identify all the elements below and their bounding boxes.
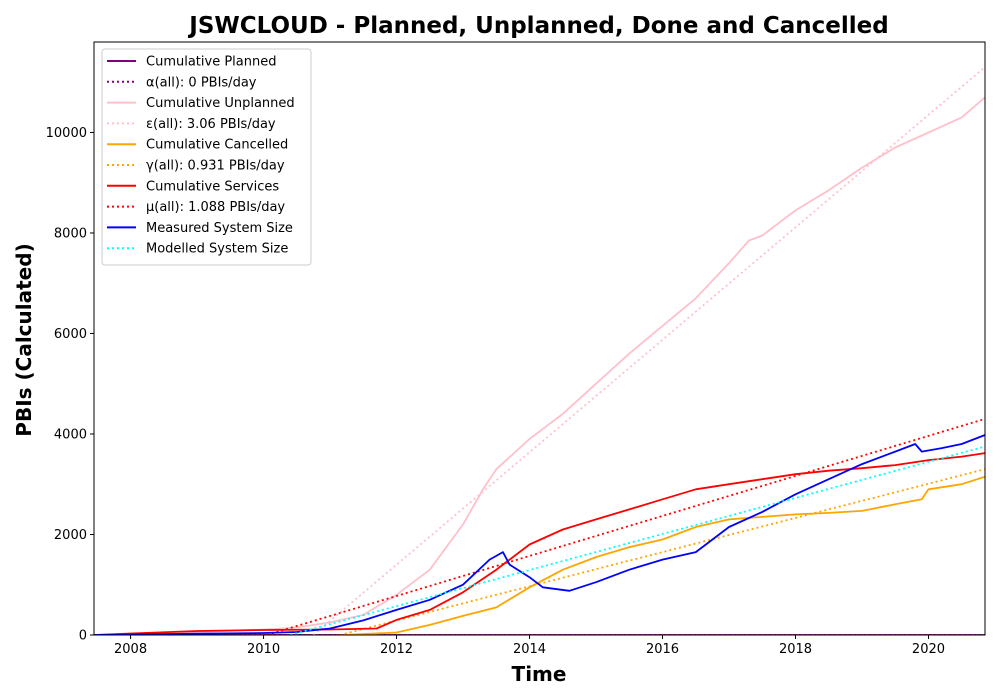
x-tick-label: 2018 xyxy=(779,642,812,657)
series-line-measured-system-size xyxy=(94,434,985,635)
y-tick-label: 2000 xyxy=(54,528,87,543)
series-line-epsilon-unplanned-trend xyxy=(312,66,985,635)
x-tick-label: 2020 xyxy=(912,642,945,657)
x-axis-label: Time xyxy=(512,662,567,686)
x-tick-label: 2008 xyxy=(114,642,147,657)
series-line-cumulative-unplanned xyxy=(94,96,985,635)
legend-label: Cumulative Services xyxy=(146,179,279,194)
x-tick-label: 2010 xyxy=(247,642,280,657)
x-tick-label: 2016 xyxy=(646,642,679,657)
legend-label: Cumulative Unplanned xyxy=(146,96,295,111)
y-tick-label: 0 xyxy=(79,629,87,644)
series-line-cumulative-services xyxy=(94,452,985,635)
legend-label: Measured System Size xyxy=(146,221,293,236)
y-tick-label: 6000 xyxy=(54,327,87,342)
legend-label: ε(all): 3.06 PBIs/day xyxy=(146,117,276,132)
plot-area xyxy=(94,66,985,635)
chart-title: JSWCLOUD - Planned, Unplanned, Done and … xyxy=(187,13,888,39)
series-line-modelled-system-size xyxy=(289,445,985,635)
y-tick-label: 8000 xyxy=(54,226,87,241)
series-line-cumulative-cancelled xyxy=(343,475,985,635)
series-line-gamma-cancelled-trend xyxy=(339,468,985,635)
legend-box xyxy=(101,48,312,266)
legend: Cumulative Planned α(all): 0 PBIs/day Cumu… xyxy=(101,48,312,266)
y-tick-label: 10000 xyxy=(46,126,87,141)
legend-label: γ(all): 0.931 PBIs/day xyxy=(146,159,285,174)
legend-label: Cumulative Planned xyxy=(146,55,276,70)
legend-label: Cumulative Cancelled xyxy=(146,138,288,153)
x-tick-label: 2012 xyxy=(380,642,413,657)
y-tick-label: 4000 xyxy=(54,427,87,442)
y-axis-label: PBIs (Calculated) xyxy=(12,243,36,436)
legend-label: α(all): 0 PBIs/day xyxy=(146,75,257,90)
legend-label: Modelled System Size xyxy=(146,242,288,257)
axes: 2008 2010 2012 2014 2016 2018 2020 0 2000 4000 600… xyxy=(46,41,986,657)
legend-label: μ(all): 1.088 PBIs/day xyxy=(146,200,285,215)
plot-frame xyxy=(93,41,986,636)
series-lines xyxy=(94,66,985,635)
x-tick-label: 2014 xyxy=(513,642,546,657)
series-line-mu-services-trend xyxy=(266,418,985,635)
